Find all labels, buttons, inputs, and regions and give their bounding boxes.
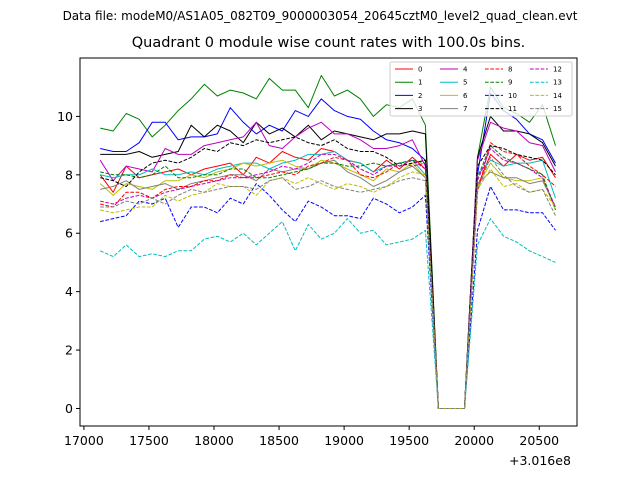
legend-label-7: 7 bbox=[463, 105, 467, 113]
series-line-2 bbox=[100, 92, 556, 409]
series-line-3 bbox=[100, 115, 556, 409]
axes-layer: 17000 17500 18000 18500 19000 19500 20000 20500… bbox=[57, 57, 578, 448]
legend-label-11: 11 bbox=[508, 105, 517, 113]
axes-frame bbox=[79, 57, 578, 427]
series-line-14 bbox=[100, 168, 556, 409]
x-tick-label: 19000 bbox=[324, 433, 364, 448]
x-tick-label: 20000 bbox=[454, 433, 494, 448]
legend-label-0: 0 bbox=[418, 66, 422, 74]
plot-area bbox=[80, 58, 577, 426]
series-line-13 bbox=[99, 218, 556, 409]
legend-label-6: 6 bbox=[463, 92, 468, 100]
series-line-1 bbox=[100, 75, 556, 409]
y-tick-label: 8 bbox=[65, 167, 73, 182]
legend-label-8: 8 bbox=[508, 66, 512, 74]
legend-label-2: 2 bbox=[418, 92, 422, 100]
y-tick-label: 6 bbox=[65, 226, 73, 241]
legend-label-10: 10 bbox=[508, 92, 517, 100]
series-line-7 bbox=[100, 159, 556, 409]
figure-suptitle: Data file: modeM0/AS1A05_082T09_90000030… bbox=[62, 9, 578, 23]
x-tick-label: 17500 bbox=[129, 433, 169, 448]
series-line-11 bbox=[100, 136, 556, 409]
y-tick-label: 10 bbox=[57, 109, 73, 124]
legend-label-15: 15 bbox=[553, 105, 562, 113]
legend-label-5: 5 bbox=[463, 79, 467, 87]
legend-label-12: 12 bbox=[553, 66, 562, 74]
x-tick-label: 18000 bbox=[194, 433, 234, 448]
chart-title: Quadrant 0 module wise count rates with … bbox=[131, 35, 526, 51]
series-line-8 bbox=[100, 142, 556, 409]
x-tick-label: 17000 bbox=[64, 433, 104, 448]
x-tick-label: 18500 bbox=[259, 433, 299, 448]
legend-label-9: 9 bbox=[508, 79, 512, 87]
y-tick-label: 2 bbox=[65, 343, 73, 358]
legend-label-14: 14 bbox=[553, 92, 562, 100]
legend-label-4: 4 bbox=[463, 66, 468, 74]
legend-label-3: 3 bbox=[418, 105, 422, 113]
x-tick-label: 20500 bbox=[519, 433, 559, 448]
series-line-15 bbox=[100, 156, 556, 409]
series-line-12 bbox=[100, 148, 556, 409]
legend-frame bbox=[389, 61, 573, 117]
legend-label-13: 13 bbox=[553, 79, 562, 87]
series-line-10 bbox=[100, 183, 556, 409]
series-layer bbox=[99, 75, 556, 409]
y-tick-label: 0 bbox=[65, 401, 73, 416]
x-offset-label: +3.016e8 bbox=[509, 453, 571, 468]
series-line-4 bbox=[99, 121, 556, 409]
series-line-9 bbox=[100, 145, 556, 409]
x-tick-label: 19500 bbox=[389, 433, 429, 448]
y-tick-label: 4 bbox=[65, 284, 73, 299]
legend-label-1: 1 bbox=[418, 79, 422, 87]
